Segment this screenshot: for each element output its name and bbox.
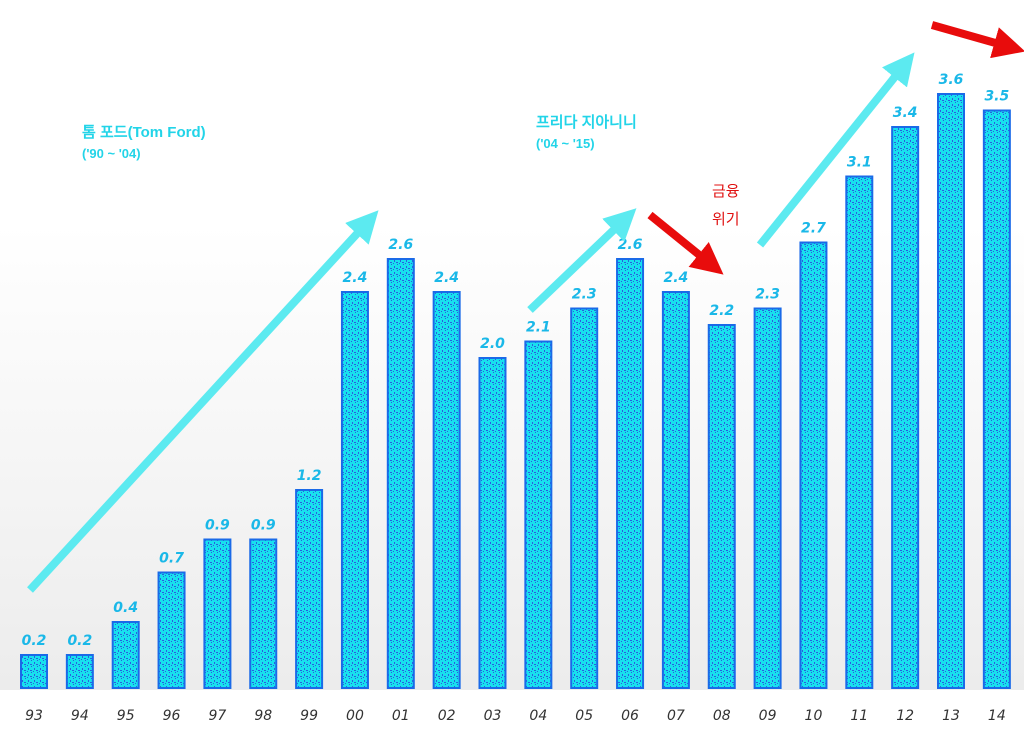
data-label: 2.3 [755, 287, 780, 303]
data-label: 2.6 [618, 237, 643, 253]
data-label: 0.4 [113, 600, 138, 616]
bar-93 [20, 654, 48, 689]
x-tick-label: 97 [208, 708, 226, 724]
x-tick-label: 99 [300, 708, 318, 724]
bar-10 [799, 241, 828, 689]
data-label: 3.4 [893, 105, 918, 121]
bar-04 [524, 340, 553, 689]
x-tick-label: 01 [392, 708, 410, 724]
bar-11 [845, 175, 874, 689]
bar-12 [891, 126, 920, 689]
arrow-up-recovery [756, 52, 915, 248]
bar-08 [707, 324, 736, 689]
bar-03 [478, 357, 507, 689]
arrow-up-frida [527, 208, 637, 313]
data-label: 0.9 [251, 518, 276, 534]
data-label: 2.3 [572, 287, 597, 303]
x-tick-label: 95 [117, 708, 135, 724]
bar-99 [295, 489, 324, 689]
x-tick-label: 94 [71, 708, 89, 724]
bar-14 [982, 109, 1011, 689]
bar-02 [432, 291, 461, 689]
bar-97 [203, 538, 232, 689]
x-tick-label: 02 [438, 708, 456, 724]
data-label: 2.6 [388, 237, 413, 253]
x-tick-label: 04 [529, 708, 547, 724]
bar-95 [111, 621, 140, 689]
x-tick-label: 05 [575, 708, 593, 724]
x-tick-label: 13 [942, 708, 960, 724]
data-label: 1.2 [297, 468, 322, 484]
x-tick-label: 14 [988, 708, 1006, 724]
data-label: 2.2 [709, 303, 734, 319]
x-tick-label: 12 [896, 708, 914, 724]
bar-07 [661, 291, 690, 689]
data-label: 3.1 [847, 155, 872, 171]
bar-06 [616, 258, 645, 689]
x-tick-label: 09 [759, 708, 777, 724]
x-tick-label: 10 [805, 708, 823, 724]
x-tick-label: 00 [346, 708, 364, 724]
annotation-tom-ford-period: ('90 ~ '04) [82, 146, 141, 161]
x-tick-label: 07 [667, 708, 685, 724]
x-tick-label: 06 [621, 708, 639, 724]
annotation-frida-period: ('04 ~ '15) [536, 136, 595, 151]
x-tick-label: 03 [484, 708, 502, 724]
data-label: 0.2 [67, 633, 92, 649]
data-label: 0.2 [22, 633, 47, 649]
data-label: 2.1 [526, 320, 551, 336]
arrow-up-tom-ford [27, 210, 379, 593]
bar-98 [249, 538, 278, 689]
x-tick-label: 93 [25, 708, 43, 724]
data-label: 2.0 [480, 336, 505, 352]
arrow-down-crisis [647, 211, 724, 275]
bar-96 [157, 571, 186, 689]
data-label: 2.4 [663, 270, 688, 286]
bar-01 [386, 258, 415, 689]
x-tick-label: 08 [713, 708, 731, 724]
annotation-crisis-line2: 위기 [712, 211, 740, 228]
bar-05 [570, 307, 599, 689]
bar-00 [340, 291, 369, 689]
annotation-frida: 프리다 지아니니 [536, 114, 637, 131]
arrow-down-recent [930, 21, 1024, 59]
annotation-tom-ford: 톰 포드(Tom Ford) [82, 124, 206, 141]
data-label: 3.5 [984, 89, 1009, 105]
data-label: 0.7 [159, 551, 184, 567]
bar-09 [753, 307, 782, 689]
x-tick-label: 96 [163, 708, 181, 724]
data-label: 2.4 [343, 270, 368, 286]
bar-94 [65, 654, 94, 689]
x-tick-label: 98 [254, 708, 272, 724]
data-label: 0.9 [205, 518, 230, 534]
annotation-crisis-line1: 금융 [712, 183, 740, 200]
data-label: 2.7 [801, 221, 826, 237]
bar-13 [937, 93, 965, 689]
data-label: 2.4 [434, 270, 459, 286]
x-tick-label: 11 [850, 708, 868, 724]
data-label: 3.6 [939, 72, 964, 88]
